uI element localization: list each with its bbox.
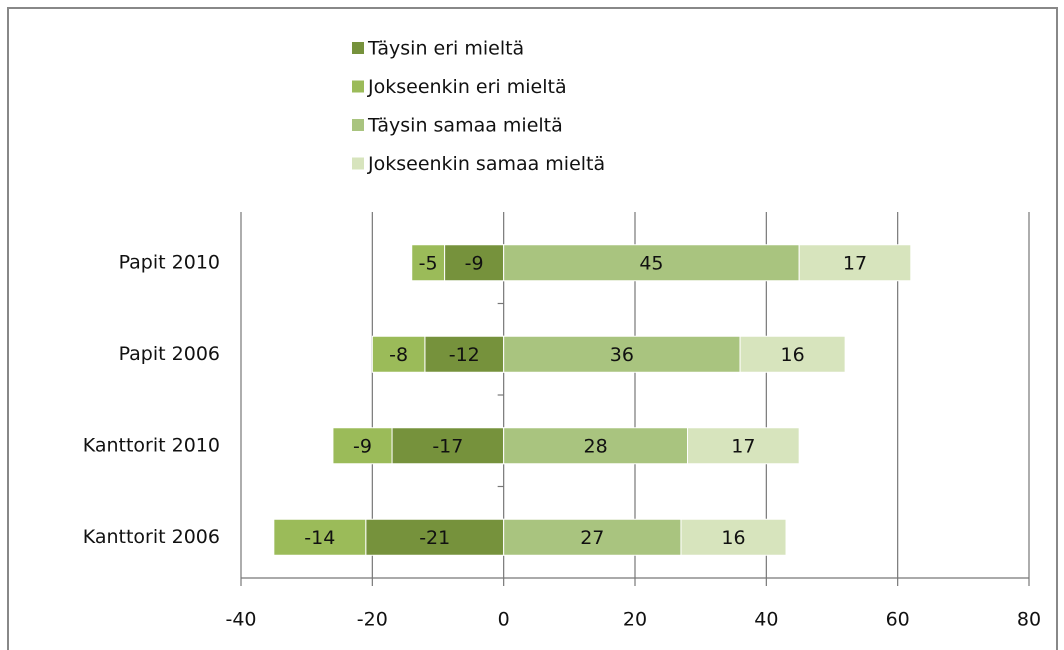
data-label: 45	[639, 252, 663, 274]
legend-swatch	[352, 80, 364, 93]
data-label: 36	[610, 344, 634, 366]
data-label: -9	[353, 435, 372, 457]
bar-segment	[739, 335, 846, 373]
legend-label: Täysin samaa mieltä	[367, 115, 563, 137]
bar-segment	[424, 335, 505, 373]
bar-segment	[680, 518, 787, 556]
x-tick-label: 0	[498, 609, 510, 631]
data-label: -12	[449, 344, 480, 366]
bar-segment	[411, 244, 446, 282]
bar-segment	[503, 427, 689, 465]
data-label: 17	[731, 435, 755, 457]
legend-label: Jokseenkin eri mieltä	[367, 76, 567, 98]
bar-segment	[503, 518, 682, 556]
data-label: -21	[419, 527, 450, 549]
bar-segment	[332, 427, 393, 465]
data-label: 16	[721, 527, 745, 549]
legend-swatch	[352, 157, 364, 170]
y-tick-label: Papit 2010	[119, 251, 220, 273]
bar-segment	[798, 244, 912, 282]
data-label: -9	[465, 252, 484, 274]
data-label: 28	[584, 435, 608, 457]
data-label: -17	[432, 435, 463, 457]
bar-segment	[503, 244, 800, 282]
y-tick-label: Papit 2006	[119, 343, 220, 365]
legend-label: Jokseenkin samaa mieltä	[367, 153, 605, 175]
x-tick-label: 20	[623, 609, 647, 631]
bar-segment	[365, 518, 505, 556]
x-tick-label: -20	[357, 609, 388, 631]
data-label: -8	[389, 344, 408, 366]
data-label: 17	[843, 252, 867, 274]
legend-swatch	[352, 42, 364, 54]
y-tick-label: Kanttorit 2010	[83, 434, 220, 456]
legend-swatch	[352, 119, 364, 131]
data-label: -5	[419, 252, 438, 274]
y-tick-label: Kanttorit 2006	[83, 526, 220, 548]
bar-segment	[273, 518, 367, 556]
bar-segment	[371, 335, 426, 373]
data-label: 27	[580, 527, 604, 549]
x-tick-label: 60	[886, 609, 910, 631]
x-tick-label: 40	[754, 609, 778, 631]
data-label: -14	[304, 527, 335, 549]
legend-label: Täysin eri mieltä	[367, 38, 524, 60]
x-tick-label: -40	[225, 609, 256, 631]
bar-segment	[503, 335, 741, 373]
x-tick-label: 80	[1017, 609, 1041, 631]
data-label: 16	[781, 344, 805, 366]
bar-segment	[444, 244, 505, 282]
bar-segment	[687, 427, 800, 465]
